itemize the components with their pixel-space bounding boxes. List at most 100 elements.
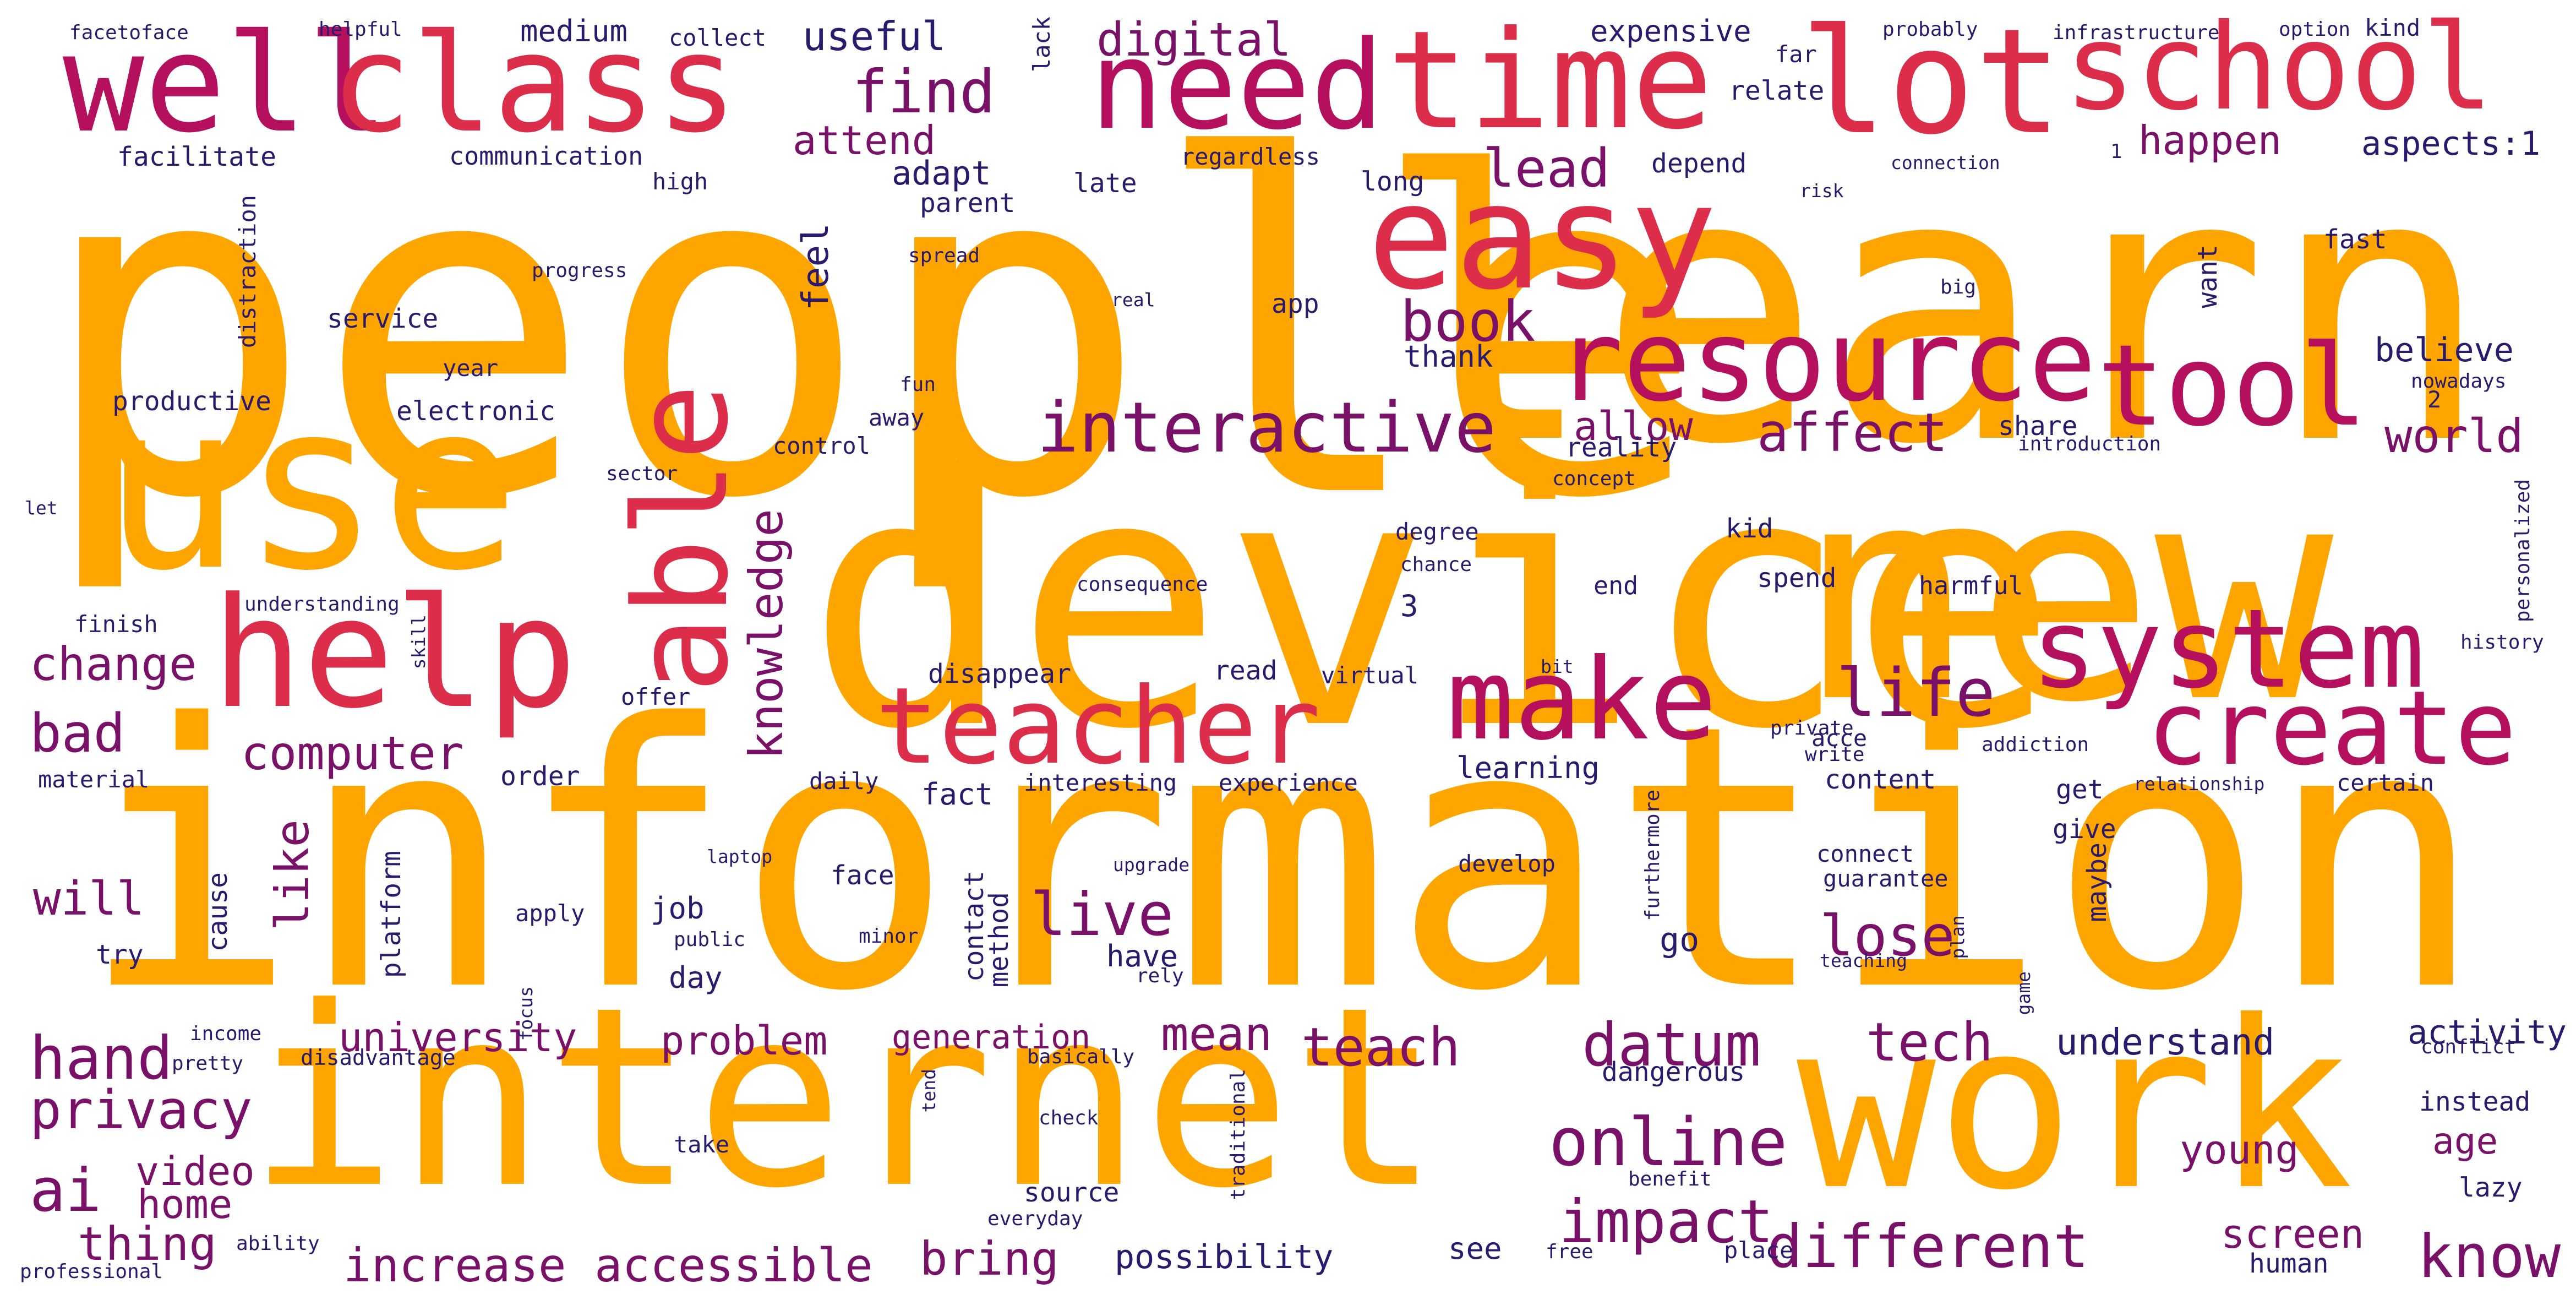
word-communication: communication (449, 142, 643, 171)
word-learning: learning (1456, 751, 1600, 785)
word-human: human (2249, 1248, 2329, 1279)
word-income: income (190, 1023, 262, 1045)
word-nowadays: nowadays (2411, 370, 2507, 393)
word-fact: fact (921, 777, 994, 812)
word-lack: lack (1028, 17, 1055, 73)
word-benefit: benefit (1628, 1168, 1712, 1190)
word-book: book (1400, 289, 1536, 355)
word-believe: believe (2375, 331, 2514, 369)
word-high: high (652, 168, 708, 195)
word-possibility: possibility (1115, 1238, 1334, 1276)
word-3: 3 (1400, 589, 1418, 623)
word-know: know (2417, 1222, 2561, 1291)
word-lazy: lazy (2459, 1172, 2523, 1203)
word-regardless: regardless (1181, 143, 1320, 170)
word-tend: tend (918, 1069, 940, 1113)
word-impact: impact (1559, 1188, 1774, 1257)
word-rely: rely (1136, 965, 1184, 987)
word-late: late (1073, 168, 1137, 199)
word-real: real (1111, 289, 1155, 311)
word-chance: chance (1400, 553, 1472, 576)
word-see: see (1448, 1231, 1502, 1266)
word-face: face (831, 860, 894, 891)
word-long: long (1361, 166, 1425, 197)
word-cause: cause (203, 872, 233, 952)
word-sector: sector (606, 463, 678, 485)
word-new: new (1797, 422, 2334, 768)
word-tech: tech (1866, 1012, 1994, 1073)
word-try: try (96, 939, 144, 970)
word-parent: parent (920, 188, 1016, 219)
word-far: far (1775, 41, 1817, 68)
word-get: get (2056, 774, 2104, 805)
word-free: free (1546, 1241, 1593, 1263)
word-source: source (1024, 1177, 1120, 1208)
word-fun: fun (900, 373, 936, 396)
word-addiction: addiction (1982, 733, 2089, 756)
word-find: find (852, 58, 996, 127)
word-distraction: distraction (234, 195, 261, 349)
word-help: help (211, 566, 577, 742)
word-minor: minor (859, 925, 919, 948)
word-upgrade: upgrade (1113, 854, 1190, 876)
word-like: like (265, 819, 319, 931)
word-problem: problem (661, 1018, 828, 1064)
word-young: young (2180, 1127, 2299, 1173)
word-resource: resource (1556, 296, 2097, 427)
word-have: have (1106, 939, 1178, 974)
word-lose: lose (1820, 904, 1955, 969)
word-go: go (1660, 921, 1700, 959)
word-experience: experience (1219, 769, 1358, 796)
word-read: read (1214, 655, 1278, 686)
word-different: different (1767, 1212, 2089, 1281)
word-electronic: electronic (396, 396, 555, 427)
word-everyday: everyday (987, 1208, 1083, 1230)
word-video: video (135, 1148, 255, 1194)
word-material: material (38, 766, 150, 793)
word-hand: hand (30, 1024, 173, 1093)
word-screen: screen (2221, 1211, 2365, 1257)
word-depend: depend (1651, 148, 1747, 179)
word-develop: develop (1458, 850, 1556, 877)
word-interesting: interesting (1024, 769, 1177, 796)
word-pretty: pretty (172, 1052, 244, 1075)
word-collect: collect (669, 24, 767, 51)
word-world: world (2384, 409, 2524, 463)
word-understanding: understanding (244, 593, 400, 616)
word-history: history (2460, 631, 2544, 654)
word-productive: productive (112, 386, 271, 417)
word-spread: spread (908, 244, 980, 267)
word-1: 1 (2110, 140, 2122, 163)
word-risk: risk (1800, 180, 1844, 202)
word-big: big (1940, 276, 1977, 298)
word-interactive: interactive (1037, 387, 1497, 468)
word-privacy: privacy (30, 1079, 253, 1141)
word-aspects-1: aspects:1 (2361, 124, 2541, 163)
word-make: make (1447, 635, 1717, 765)
word-bad: bad (30, 703, 125, 764)
word-daily: daily (809, 768, 879, 795)
word-maybe: maybe (2082, 842, 2113, 922)
word-adapt: adapt (892, 154, 991, 193)
word-away: away (869, 404, 925, 431)
word-happen: happen (2138, 117, 2282, 164)
word-day: day (669, 960, 723, 995)
word-relate: relate (1729, 75, 1825, 106)
word-lot: lot (1800, 0, 2062, 167)
word-dangerous: dangerous (1602, 1057, 1745, 1088)
word-information: information (79, 647, 2485, 1070)
word-write: write (1805, 743, 1865, 766)
word-increase: increase (343, 1238, 566, 1292)
word-public: public (674, 928, 746, 951)
word-fast: fast (2323, 224, 2387, 255)
word-computer: computer (241, 726, 464, 780)
word-internet: internet (248, 954, 1441, 1243)
word-content: content (1825, 764, 1936, 795)
word-kind: kind (2365, 14, 2421, 41)
word-lead: lead (1483, 138, 1611, 199)
word-time: time (1387, 2, 1713, 160)
word-let: let (25, 497, 58, 519)
word-traditional: traditional (1227, 1069, 1249, 1200)
word-offer: offer (621, 683, 691, 710)
